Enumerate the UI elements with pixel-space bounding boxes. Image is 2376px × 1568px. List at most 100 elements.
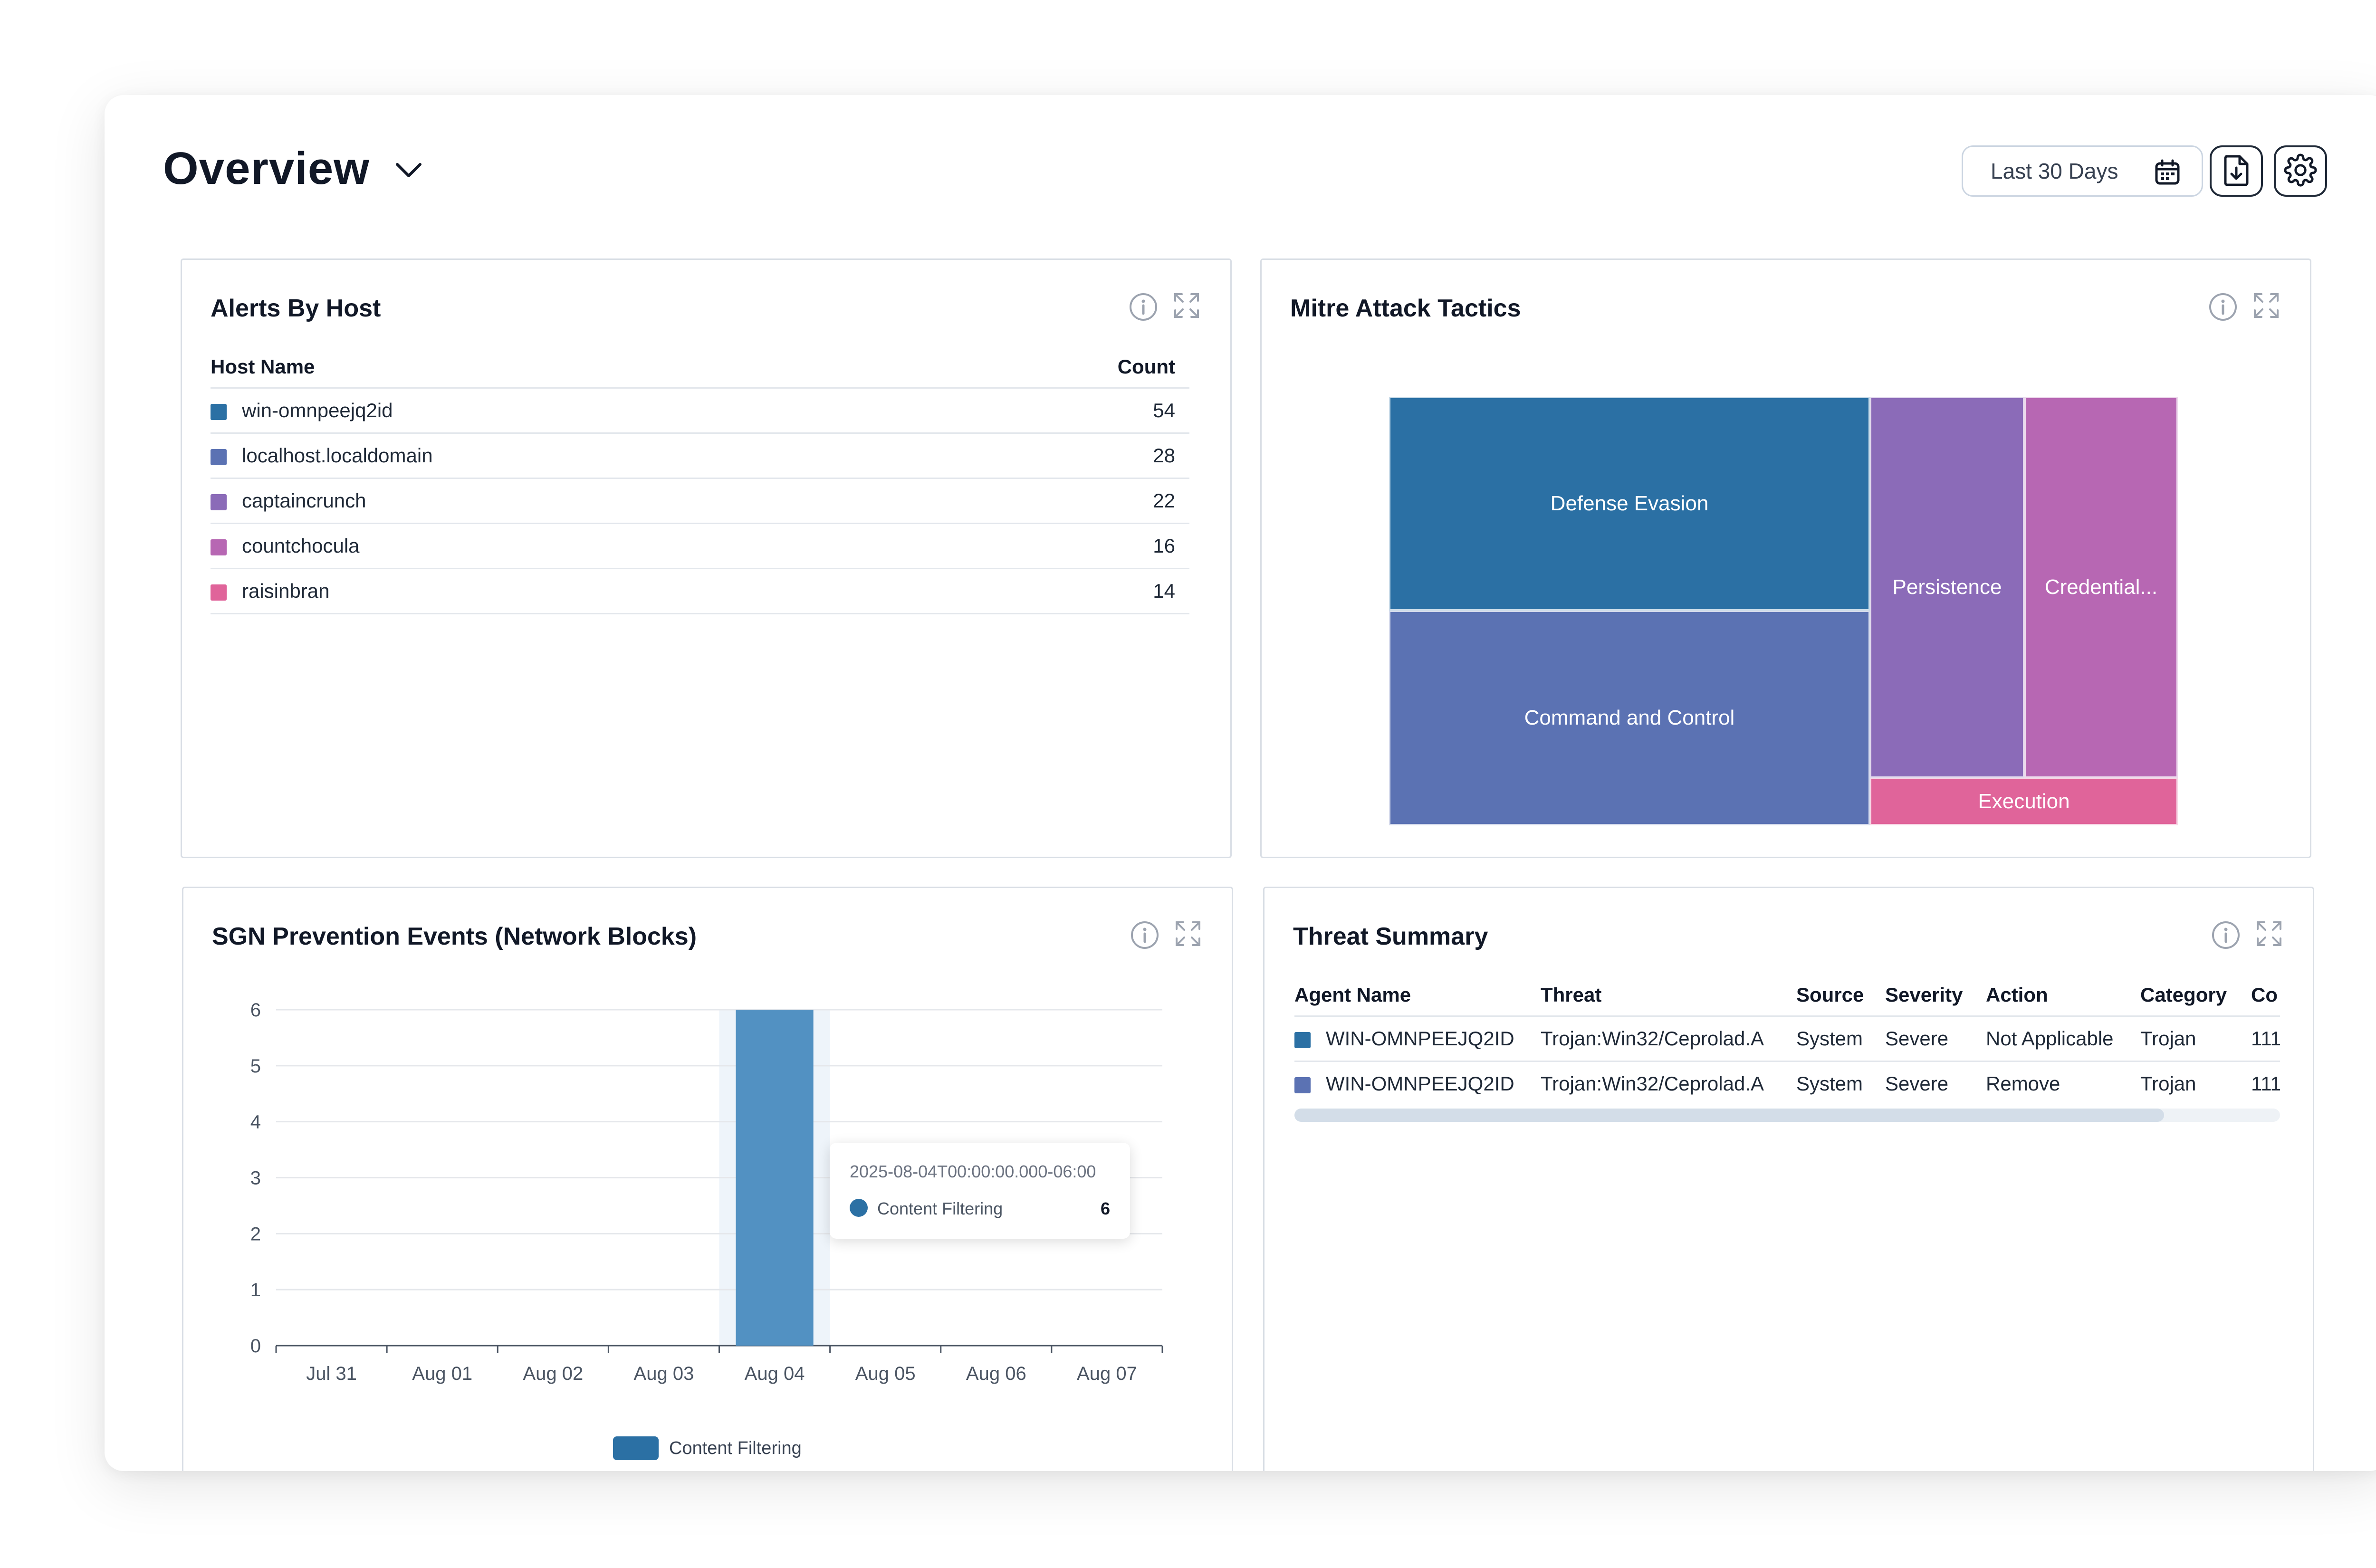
legend-swatch [1294, 1077, 1311, 1093]
legend-swatch [613, 1436, 659, 1460]
legend-swatch [1294, 1032, 1311, 1048]
legend-swatch [211, 539, 227, 555]
scrollbar-thumb[interactable] [1294, 1109, 2164, 1122]
y-tick-label: 0 [250, 1336, 261, 1357]
info-icon[interactable] [2208, 292, 2238, 324]
treemap-tile-credential[interactable]: Credential... [2024, 397, 2178, 778]
y-tick-label: 1 [250, 1280, 261, 1300]
column-header-action[interactable]: Action [1986, 975, 2140, 1017]
x-tick-label: Aug 05 [855, 1363, 916, 1384]
threat-table-viewport: Agent Name Threat Source Severity Action… [1294, 975, 2280, 1105]
y-tick-label: 2 [250, 1224, 261, 1244]
export-document-icon [2223, 154, 2250, 188]
table-row[interactable]: localhost.localdomain 28 [211, 433, 1189, 479]
column-header-threat[interactable]: Threat [1541, 975, 1796, 1017]
threat-action: Not Applicable [1986, 1016, 2140, 1062]
treemap-tile-persistence[interactable]: Persistence [1870, 397, 2024, 778]
legend-swatch [211, 584, 227, 601]
column-header-severity[interactable]: Severity [1885, 975, 1986, 1017]
tooltip-value: 6 [1100, 1199, 1110, 1218]
x-tick-label: Aug 07 [1077, 1363, 1137, 1384]
threat-severity: Severe [1885, 1016, 1986, 1062]
agent-name: WIN-OMNPEEJQ2ID [1326, 1027, 1514, 1050]
tooltip-series-dot [850, 1199, 868, 1217]
table-row[interactable]: WIN-OMNPEEJQ2ID Trojan:Win32/Ceprolad.A … [1294, 1061, 2280, 1105]
x-tick-label: Aug 02 [523, 1363, 583, 1384]
host-count: 14 [950, 568, 1189, 614]
horizontal-scrollbar[interactable] [1294, 1109, 2280, 1122]
page-title: Overview [163, 143, 370, 194]
tooltip-date: 2025-08-04T00:00:00.000-06:00 [850, 1162, 1096, 1181]
export-button[interactable] [2210, 145, 2263, 197]
legend-swatch [211, 449, 227, 465]
bar-content-filtering [736, 1010, 814, 1346]
info-icon[interactable] [1130, 920, 1159, 952]
host-name: localhost.localdomain [242, 444, 433, 467]
calendar-icon [2154, 159, 2181, 191]
chevron-down-icon[interactable] [394, 161, 423, 182]
threat-summary-panel: Threat Summary Agent Name Th [1263, 887, 2314, 1471]
host-name: countchocula [242, 535, 360, 557]
treemap-tile-label: Credential... [2044, 575, 2158, 599]
treemap-tile-label: Persistence [1892, 575, 2002, 599]
expand-icon[interactable] [1173, 292, 1200, 324]
tooltip-series-label: Content Filtering [877, 1199, 1003, 1218]
treemap-tile-label: Execution [1978, 790, 2070, 813]
treemap-tile-label: Command and Control [1524, 706, 1735, 729]
expand-icon[interactable] [1175, 920, 1201, 952]
column-header-host-name[interactable]: Host Name [211, 346, 950, 389]
panel-title: Alerts By Host [211, 295, 381, 322]
agent-name: WIN-OMNPEEJQ2ID [1326, 1072, 1514, 1095]
treemap-tile-defense-evasion[interactable]: Defense Evasion [1389, 397, 1870, 611]
sgn-bar-chart: 0 1 2 3 4 5 6 Jul 31 Aug 01 Aug 02 Aug 03 Aug 04 Aug… [250, 1000, 1163, 1384]
date-range-label: Last 30 Days [1991, 159, 2118, 183]
chart-legend[interactable]: Content Filtering [613, 1436, 802, 1460]
x-tick-label: Aug 03 [634, 1363, 694, 1384]
threat-table: Agent Name Threat Source Severity Action… [1294, 975, 2280, 1105]
info-icon[interactable] [2211, 920, 2241, 952]
host-count: 54 [950, 388, 1189, 434]
y-tick-label: 5 [250, 1056, 261, 1077]
column-header-source[interactable]: Source [1796, 975, 1885, 1017]
column-header-category[interactable]: Category [2140, 975, 2251, 1017]
chart-tooltip: 2025-08-04T00:00:00.000-06:00 Content Fi… [830, 1143, 1130, 1239]
treemap-tile-command-and-control[interactable]: Command and Control [1389, 611, 1870, 825]
y-tick-label: 4 [250, 1112, 261, 1133]
table-row[interactable]: WIN-OMNPEEJQ2ID Trojan:Win32/Ceprolad.A … [1294, 1016, 2280, 1062]
panel-title: Mitre Attack Tactics [1290, 295, 1521, 322]
threat-source: System [1796, 1016, 1885, 1062]
info-icon[interactable] [1129, 292, 1158, 324]
table-row[interactable]: raisinbran 14 [211, 568, 1189, 614]
expand-icon[interactable] [2253, 292, 2280, 324]
table-row[interactable]: win-omnpeejq2id 54 [211, 388, 1189, 434]
expand-icon[interactable] [2256, 920, 2282, 952]
threat-code: 1116 [2251, 1016, 2280, 1062]
gear-icon [2284, 153, 2317, 189]
legend-swatch [211, 403, 227, 420]
panel-title: Threat Summary [1293, 923, 1488, 950]
column-header-agent-name[interactable]: Agent Name [1294, 975, 1541, 1017]
table-row[interactable]: countchocula 16 [211, 523, 1189, 569]
mitre-treemap: Defense Evasion Command and Control Pers… [1389, 397, 2178, 825]
legend-swatch [211, 494, 227, 510]
settings-button[interactable] [2274, 145, 2327, 197]
x-tick-label: Jul 31 [306, 1363, 357, 1384]
x-tick-label: Aug 04 [745, 1363, 805, 1384]
treemap-tile-execution[interactable]: Execution [1870, 778, 2178, 825]
host-name: win-omnpeejq2id [242, 399, 393, 421]
threat-action: Remove [1986, 1061, 2140, 1105]
threat-category: Trojan [2140, 1016, 2251, 1062]
column-header-count[interactable]: Count [950, 346, 1189, 389]
treemap-tile-label: Defense Evasion [1550, 492, 1709, 515]
panel-title: SGN Prevention Events (Network Blocks) [212, 923, 697, 950]
host-name: captaincrunch [242, 489, 366, 512]
host-count: 16 [950, 523, 1189, 569]
threat-code: 1117 [2251, 1061, 2280, 1105]
threat-name: Trojan:Win32/Ceprolad.A [1541, 1016, 1796, 1062]
table-row[interactable]: captaincrunch 22 [211, 478, 1189, 524]
date-range-button[interactable]: Last 30 Days [1962, 145, 2203, 197]
dashboard-window: Overview Last 30 Days [105, 95, 2376, 1471]
column-header-co[interactable]: Co [2251, 975, 2280, 1017]
alerts-by-host-panel: Alerts By Host Host Name Count [181, 258, 1232, 858]
x-tick-label: Aug 06 [966, 1363, 1026, 1384]
